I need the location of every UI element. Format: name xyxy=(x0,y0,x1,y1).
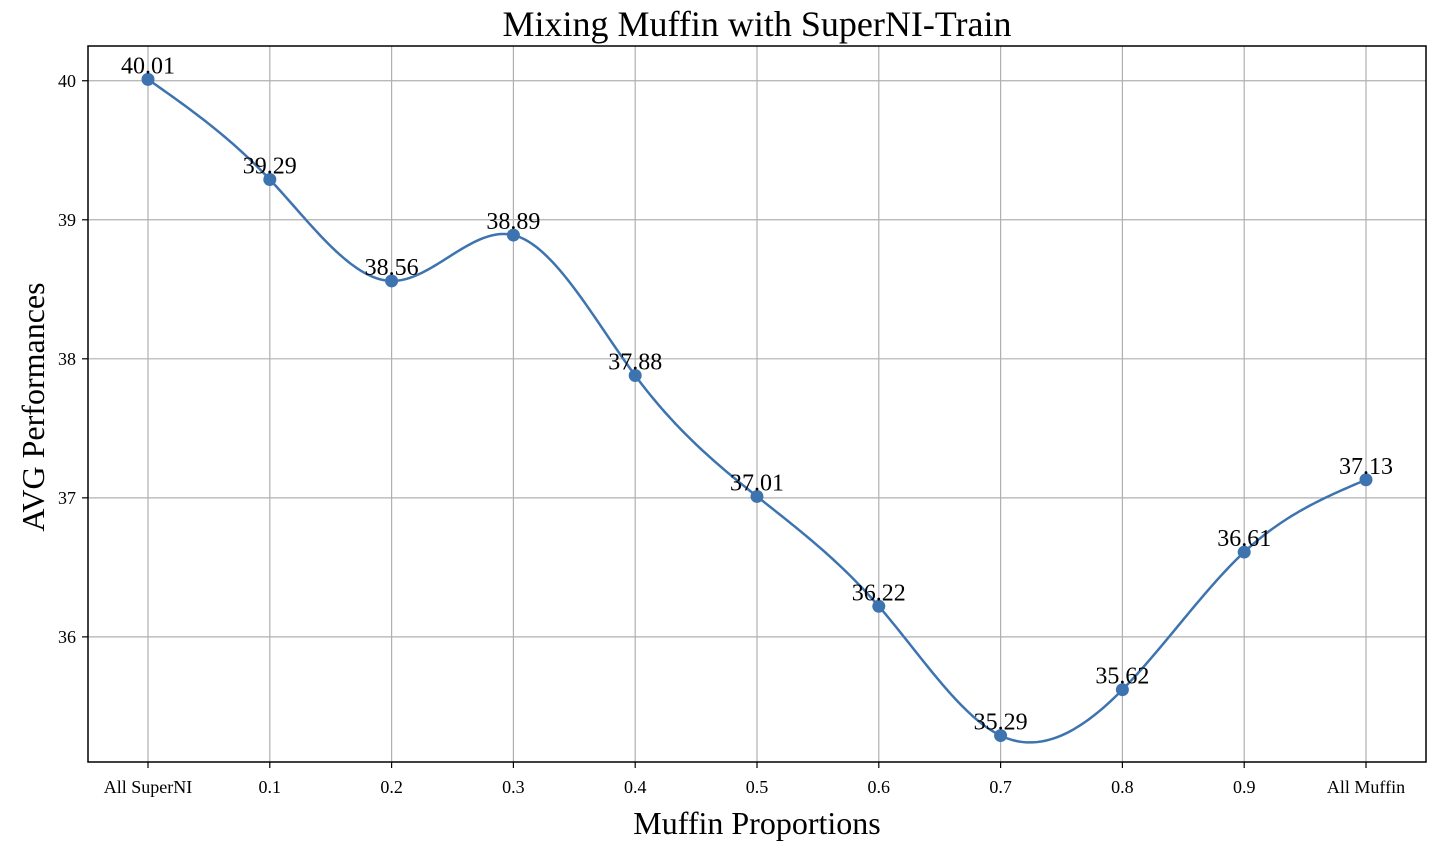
data-label: 39.29 xyxy=(243,153,297,179)
x-tick-label: 0.7 xyxy=(989,777,1012,797)
x-tick-label: 0.9 xyxy=(1233,777,1256,797)
y-axis-label: AVG Performances xyxy=(15,282,51,531)
data-point xyxy=(1237,545,1251,559)
data-label: 37.01 xyxy=(730,470,784,496)
x-tick-label: All Muffin xyxy=(1327,777,1405,797)
x-tick-label: 0.5 xyxy=(746,777,769,797)
data-point xyxy=(628,368,642,382)
x-axis-label: Muffin Proportions xyxy=(633,805,880,841)
data-label: 35.62 xyxy=(1095,664,1149,690)
y-tick-label: 40 xyxy=(58,71,76,91)
data-label: 36.22 xyxy=(852,580,906,606)
y-tick-label: 37 xyxy=(58,488,76,508)
data-point xyxy=(1359,473,1373,487)
data-point xyxy=(750,489,764,503)
x-tick-label: 0.2 xyxy=(380,777,403,797)
data-label: 38.56 xyxy=(365,255,419,281)
data-label: 40.01 xyxy=(121,53,175,79)
data-point xyxy=(506,228,520,242)
y-tick-label: 38 xyxy=(58,349,76,369)
x-tick-label: 0.3 xyxy=(502,777,525,797)
data-point xyxy=(1115,683,1129,697)
data-label: 37.88 xyxy=(608,349,662,375)
y-tick-label: 36 xyxy=(58,627,76,647)
x-tick-label: 0.4 xyxy=(624,777,647,797)
x-axis: All SuperNI 0.1 0.2 0.3 0.4 0.5 0.6 0.7 0.8 0.9 Al… xyxy=(104,762,1405,797)
data-label: 36.61 xyxy=(1217,526,1271,552)
x-tick-label: 0.8 xyxy=(1111,777,1134,797)
data-point xyxy=(994,729,1008,743)
data-label: 37.13 xyxy=(1339,454,1393,480)
data-point xyxy=(385,274,399,288)
y-tick-label: 39 xyxy=(58,210,76,230)
data-point xyxy=(141,72,155,86)
x-tick-label: 0.6 xyxy=(868,777,891,797)
x-tick-label: 0.1 xyxy=(259,777,282,797)
grid xyxy=(88,46,1426,762)
data-points xyxy=(141,72,1373,743)
data-labels: 40.01 39.29 38.56 38.89 37.88 37.01 36.22 35.29… xyxy=(121,53,1393,735)
data-label: 35.29 xyxy=(974,710,1028,736)
x-tick-label: All SuperNI xyxy=(104,777,193,797)
data-label: 38.89 xyxy=(486,209,540,235)
chart-title: Mixing Muffin with SuperNI-Train xyxy=(502,4,1011,44)
y-axis: 36 37 38 39 40 xyxy=(58,71,88,647)
data-point xyxy=(263,172,277,186)
data-point xyxy=(872,599,886,613)
